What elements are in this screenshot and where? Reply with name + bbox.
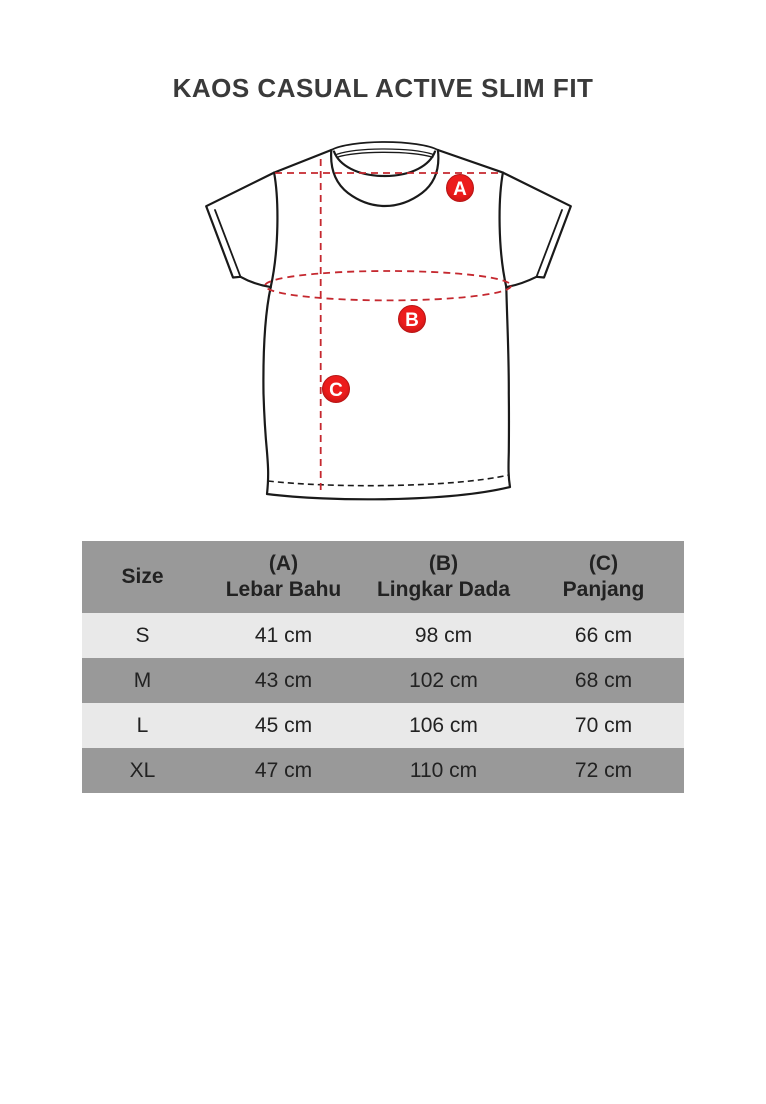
svg-text:B: B <box>405 310 419 331</box>
svg-text:A: A <box>453 179 467 200</box>
svg-text:C: C <box>329 380 343 401</box>
